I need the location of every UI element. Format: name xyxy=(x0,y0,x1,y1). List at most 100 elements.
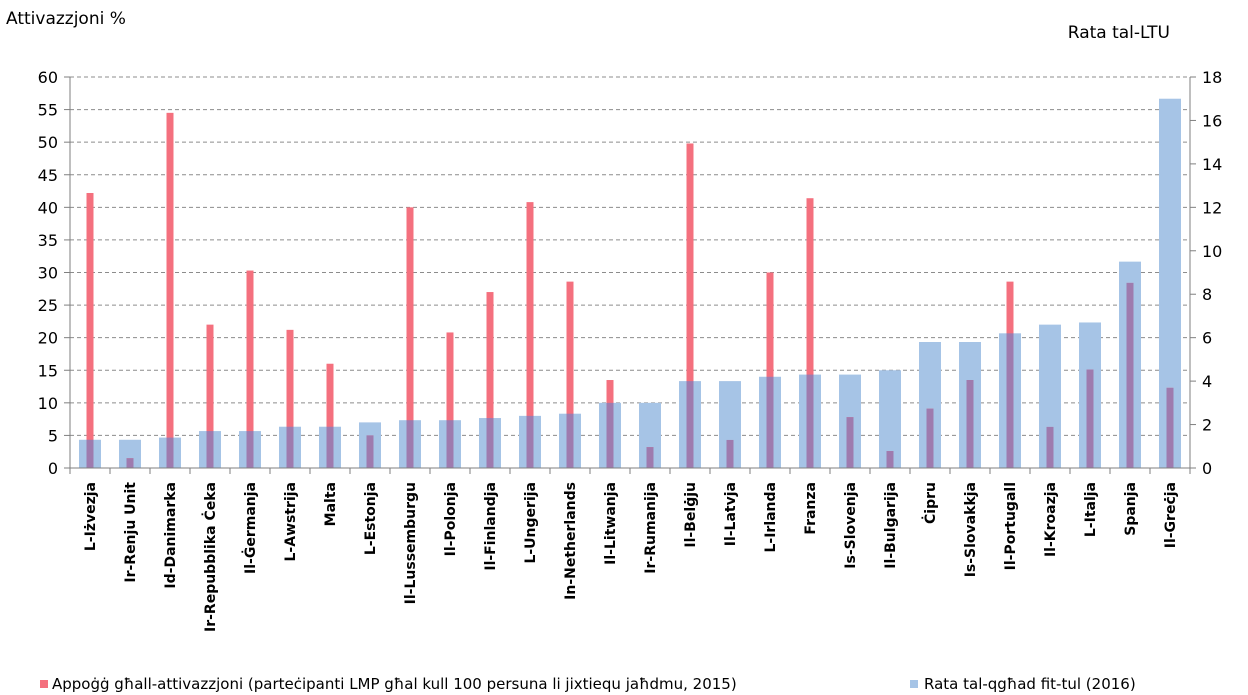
bar-overlap xyxy=(806,374,814,468)
category-label: Malta xyxy=(323,482,339,526)
category-label: Il-Bulgarija xyxy=(883,482,899,569)
bar-activation-support xyxy=(326,363,334,468)
bar-overlap xyxy=(486,418,494,468)
category-label: L-Ungerija xyxy=(523,482,539,564)
bar-overlap xyxy=(846,417,854,468)
bar-ltu-rate xyxy=(639,402,661,468)
bar-activation-support xyxy=(486,292,494,468)
category-label: Ir-Rumanija xyxy=(643,482,659,574)
bar-overlap xyxy=(326,426,334,468)
bar-overlap xyxy=(526,415,534,468)
category-label: Ir-Repubblika Ċeka xyxy=(201,482,219,632)
bar-overlap xyxy=(886,451,894,468)
category-label: Il-Latvja xyxy=(723,482,739,546)
category-label: Il-Greċja xyxy=(1163,482,1179,548)
bar-overlap xyxy=(566,413,574,468)
left-tick-label: 30 xyxy=(38,264,58,283)
left-tick-label: 5 xyxy=(48,426,58,445)
left-tick-label: 60 xyxy=(38,68,58,87)
left-tick-labels: 0 5 10 15 20 25 30 35 40 45 50 55 60 xyxy=(38,68,58,478)
bar-ltu-rate xyxy=(1159,98,1181,468)
right-axis-title: Rata tal-LTU xyxy=(1068,23,1170,43)
right-tick-label: 0 xyxy=(1202,459,1212,478)
bar-overlap xyxy=(726,439,734,468)
bar-overlap xyxy=(1086,369,1094,468)
category-label: Is-Slovenja xyxy=(843,482,859,569)
bar-activation-support xyxy=(206,324,214,468)
bar-overlap xyxy=(206,431,214,468)
legend: Appoġġ għall-attivazzjoni (parteċipanti … xyxy=(40,675,1136,693)
category-label: L-Estonja xyxy=(363,482,379,555)
bar-overlap xyxy=(606,402,614,468)
activation-support-bars xyxy=(86,112,1174,469)
bar-activation-support xyxy=(86,192,94,468)
bar-overlap xyxy=(366,435,374,468)
right-tick-label: 14 xyxy=(1202,155,1222,174)
right-tick-label: 4 xyxy=(1202,372,1212,391)
category-label: L-Awstrija xyxy=(283,482,299,561)
left-tick-label: 10 xyxy=(38,394,58,413)
category-label: L-Italja xyxy=(1083,482,1099,537)
bar-activation-support xyxy=(406,207,414,469)
bar-ltu-rate xyxy=(919,342,941,468)
bar-overlap xyxy=(766,376,774,468)
category-label: Il-Belġju xyxy=(683,482,699,548)
bar-activation-support xyxy=(526,202,534,468)
left-tick-label: 15 xyxy=(38,361,58,380)
bar-overlap xyxy=(1166,387,1174,468)
bar-overlap xyxy=(126,458,134,468)
bar-activation-support xyxy=(246,270,254,468)
category-label: L-Irlanda xyxy=(763,482,779,553)
bar-overlap xyxy=(1126,282,1134,468)
bar-activation-support xyxy=(566,281,574,468)
bar-activation-support xyxy=(446,332,454,468)
bar-ltu-rate xyxy=(719,381,741,468)
right-tick-label: 8 xyxy=(1202,285,1212,304)
bar-activation-support xyxy=(766,272,774,468)
left-tick-label: 25 xyxy=(38,296,58,315)
gridlines xyxy=(70,76,1190,436)
category-label: Il-Lussemburgu xyxy=(403,482,419,604)
left-tick-label: 0 xyxy=(48,459,58,478)
category-label: In-Netherlands xyxy=(563,482,579,600)
left-tick-label: 55 xyxy=(38,101,58,120)
category-label: Id-Danimarka xyxy=(163,482,179,589)
right-tick-label: 10 xyxy=(1202,242,1222,261)
category-label: Il-Ġermanja xyxy=(241,482,259,574)
category-label: Franza xyxy=(803,482,819,535)
left-tick-label: 20 xyxy=(38,329,58,348)
category-label: Il-Kroazja xyxy=(1043,482,1059,557)
bar-overlap xyxy=(686,381,694,468)
category-label: Il-Litwanja xyxy=(603,482,619,565)
bar-ltu-rate xyxy=(119,439,141,468)
legend-swatch-ltu xyxy=(910,680,918,688)
bar-overlap xyxy=(446,420,454,468)
bar-overlap xyxy=(406,420,414,468)
right-tick-label: 2 xyxy=(1202,416,1212,435)
right-tick-label: 18 xyxy=(1202,68,1222,87)
ltu-rate-bars xyxy=(79,98,1181,468)
left-tick-label: 40 xyxy=(38,198,58,217)
category-label: Spanja xyxy=(1123,482,1139,536)
left-tick-label: 45 xyxy=(38,166,58,185)
category-label: Ċipru xyxy=(921,482,939,524)
bar-overlap xyxy=(1046,426,1054,468)
category-label: Is-Slovakkja xyxy=(963,482,979,577)
bar-overlap xyxy=(926,408,934,468)
legend-swatch-activation xyxy=(40,680,48,688)
category-label: Il-Portugall xyxy=(1003,482,1019,570)
bar-activation-support xyxy=(806,198,814,468)
left-tick-label: 35 xyxy=(38,231,58,250)
legend-label-ltu: Rata tal-qgħad fit-tul (2016) xyxy=(924,675,1136,693)
bar-overlap xyxy=(86,439,94,468)
category-label: L-Iżvezja xyxy=(83,482,99,551)
bar-ltu-rate xyxy=(879,370,901,468)
right-tick-labels: 0 2 4 6 8 10 12 14 16 18 xyxy=(1202,68,1222,478)
axes xyxy=(64,76,1196,474)
right-tick-label: 12 xyxy=(1202,198,1222,217)
bar-overlap xyxy=(166,437,174,468)
category-label: Il-Finlandja xyxy=(483,482,499,571)
legend-label-activation: Appoġġ għall-attivazzjoni (parteċipanti … xyxy=(52,675,737,693)
category-label: Ir-Renju Unit xyxy=(123,482,139,583)
